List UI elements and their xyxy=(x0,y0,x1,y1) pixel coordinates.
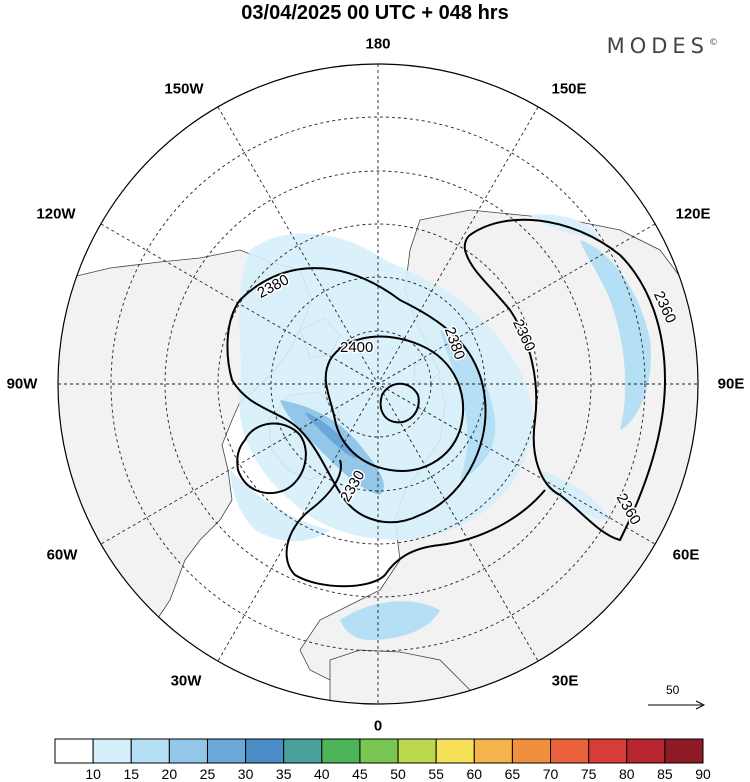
colorbar-segment xyxy=(283,738,323,764)
colorbar-tick-label: 40 xyxy=(314,766,330,782)
lon-label-150e: 150E xyxy=(551,80,587,98)
wind-band-jet xyxy=(280,400,384,495)
colorbar-segment xyxy=(54,738,94,764)
colorbar-tick-label: 65 xyxy=(504,766,521,782)
colorbar-segment xyxy=(397,738,437,764)
lon-label-0: 0 xyxy=(373,717,383,735)
colorbar xyxy=(54,738,704,764)
colorbar-segment xyxy=(359,738,399,764)
brand-logo: MODES© xyxy=(607,34,718,58)
contour-2360-east xyxy=(463,218,667,542)
brand-text: MODES xyxy=(606,34,709,58)
colorbar-segment xyxy=(473,738,513,764)
map-title: 03/04/2025 00 UTC + 048 hrs xyxy=(241,2,509,24)
colorbar-tick-label: 80 xyxy=(618,766,635,782)
colorbar-segment xyxy=(206,738,247,764)
colorbar-tick-label: 50 xyxy=(390,766,406,782)
wind-shading xyxy=(230,214,651,640)
wind-band-south-east xyxy=(540,470,610,520)
colorbar-tick-label: 25 xyxy=(199,766,216,782)
colorbar-tick-label: 45 xyxy=(352,766,368,782)
vector-reference-label: 50 xyxy=(666,683,680,697)
colorbar-tick-label: 60 xyxy=(466,766,483,782)
colorbar-tick-label: 55 xyxy=(428,766,444,782)
colorbar-segment xyxy=(130,738,170,764)
colorbar-segment xyxy=(321,738,361,764)
lon-label-60e: 60E xyxy=(672,546,700,564)
colorbar-segment xyxy=(626,738,666,764)
colorbar-tick-label: 10 xyxy=(85,766,101,782)
lon-label-30w: 30W xyxy=(170,672,202,690)
colorbar-segment xyxy=(435,738,475,764)
colorbar-segment xyxy=(92,738,132,764)
lon-label-90w: 90W xyxy=(6,375,38,393)
brand-copyright-mark: © xyxy=(709,38,718,48)
lon-label-150w: 150W xyxy=(164,80,204,98)
colorbar-segment xyxy=(168,738,208,764)
colorbar-segment xyxy=(245,738,285,764)
colorbar-tick-label: 90 xyxy=(695,766,711,782)
lon-label-90e: 90E xyxy=(717,375,745,393)
colorbar-tick-label: 15 xyxy=(123,766,140,782)
lon-label-120e: 120E xyxy=(675,205,711,223)
wind-band-atlantic xyxy=(230,470,330,542)
colorbar-segment xyxy=(550,738,590,764)
contour-2380 xyxy=(226,267,487,524)
lon-label-180: 180 xyxy=(365,35,391,53)
contour-2330-loop xyxy=(236,422,307,495)
height-contours xyxy=(226,218,667,588)
colorbar-tick-label: 75 xyxy=(580,766,597,782)
colorbar-segment xyxy=(511,738,552,764)
contour-2360-south xyxy=(285,459,546,588)
colorbar-tick-label: 20 xyxy=(161,766,178,782)
colorbar-segment xyxy=(588,738,628,764)
lon-label-60w: 60W xyxy=(46,546,78,564)
wind-band-siberia xyxy=(580,240,651,430)
wind-band-outer xyxy=(239,233,533,540)
vector-reference-arrow xyxy=(648,700,706,710)
lon-label-30e: 30E xyxy=(551,672,579,690)
colorbar-tick-label: 70 xyxy=(542,766,559,782)
colorbar-tick-label: 30 xyxy=(237,766,254,782)
map-boundary xyxy=(57,63,699,705)
colorbar-segment xyxy=(664,738,704,764)
contour-label-2400: 2400 xyxy=(340,339,373,356)
wind-band-med xyxy=(340,601,440,640)
colorbar-tick-label: 35 xyxy=(275,766,292,782)
graticule xyxy=(58,64,698,704)
wind-band-jet-core xyxy=(305,412,358,459)
lon-label-120w: 120W xyxy=(36,205,76,223)
contour-2400 xyxy=(324,335,465,472)
colorbar-tick-label: 85 xyxy=(657,766,673,782)
contour-2400-inner xyxy=(379,382,420,424)
